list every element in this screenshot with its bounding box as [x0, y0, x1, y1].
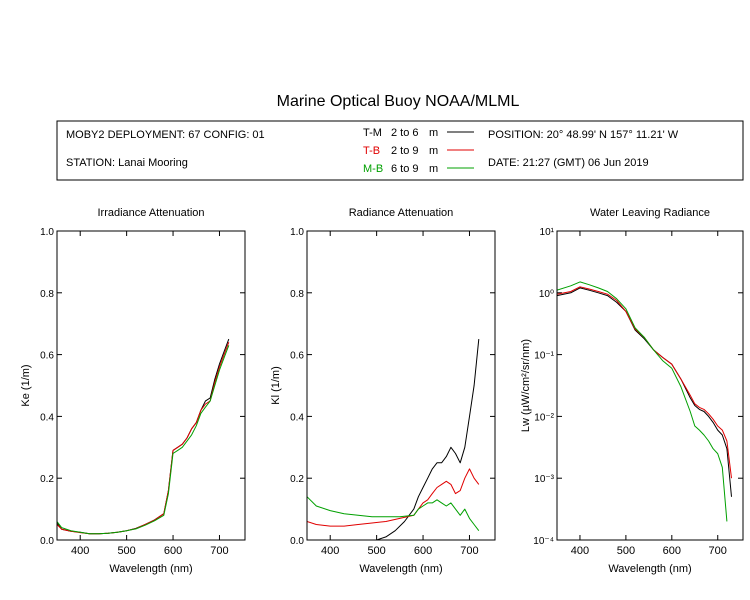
x-tick-label: 600 — [414, 545, 432, 557]
legend-unit: m — [429, 145, 438, 157]
y-tick-label: 10⁻³ — [534, 474, 554, 485]
station-text: STATION: Lanai Mooring — [66, 157, 188, 169]
legend-unit: m — [429, 163, 438, 175]
y-tick-label: 0.6 — [290, 351, 304, 362]
position-text: POSITION: 20° 48.99' N 157° 11.21' W — [488, 129, 679, 141]
chart-water-leaving-radiance: Water Leaving Radiance Wavelength (nm) Lw … — [520, 207, 744, 575]
legend-range: 2 to 6 — [391, 127, 419, 139]
chart-radiance-attenuation: Radiance Attenuation Wavelength (nm) Kl (1… — [270, 207, 496, 575]
plot-frame — [556, 230, 744, 541]
y-tick-label: 0.8 — [40, 289, 54, 300]
plot-frame — [306, 230, 496, 541]
series-line-mb — [557, 281, 728, 522]
series-line-tm — [57, 338, 230, 535]
legend-entry-tb: T-B 2 to 9 m — [363, 145, 474, 157]
legend: T-M 2 to 6 m T-B 2 to 9 m M-B 6 to 9 m — [363, 127, 474, 175]
series-line-tm — [367, 339, 480, 540]
series-line-tm — [557, 287, 732, 497]
y-axis-label: Lw (µW/cm²/sr/nm) — [520, 339, 532, 432]
series-line-tb — [57, 342, 230, 535]
info-box-frame — [56, 120, 744, 181]
y-axis-label: Kl (1/m) — [270, 366, 282, 405]
y-tick-label: 0.0 — [40, 536, 54, 547]
chart-irradiance-attenuation: Irradiance Attenuation Wavelength (nm) Ke … — [20, 207, 246, 575]
chart-panels: Irradiance Attenuation Wavelength (nm) Ke … — [20, 207, 744, 575]
x-tick-label: 400 — [571, 545, 589, 557]
y-axis-label: Ke (1/m) — [20, 364, 32, 406]
series-line-tb — [307, 468, 480, 527]
figure-title: Marine Optical Buoy NOAA/MLML — [277, 93, 520, 110]
x-tick-label: 400 — [321, 545, 339, 557]
y-tick-label: 0.8 — [290, 289, 304, 300]
series-line-tb — [557, 286, 732, 479]
series-line-mb — [307, 496, 480, 532]
chart-title: Irradiance Attenuation — [97, 207, 204, 219]
chart-title: Radiance Attenuation — [349, 207, 454, 219]
x-tick-label: 600 — [663, 545, 681, 557]
y-tick-label: 0.2 — [290, 474, 304, 485]
x-axis-label: Wavelength (nm) — [359, 563, 442, 575]
series-group — [57, 338, 230, 535]
y-tick-label: 0.4 — [40, 412, 54, 423]
y-tick-label: 10¹ — [540, 227, 555, 238]
x-axis-label: Wavelength (nm) — [608, 563, 691, 575]
x-tick-label: 500 — [117, 545, 135, 557]
date-text: DATE: 21:27 (GMT) 06 Jun 2019 — [488, 157, 649, 169]
x-tick-label: 700 — [210, 545, 228, 557]
x-tick-label: 400 — [71, 545, 89, 557]
x-tick-label: 500 — [367, 545, 385, 557]
y-tick-label: 0.0 — [290, 536, 304, 547]
y-tick-label: 0.4 — [290, 412, 304, 423]
series-line-mb — [57, 345, 230, 535]
x-tick-label: 500 — [617, 545, 635, 557]
legend-entry-mb: M-B 6 to 9 m — [363, 163, 474, 175]
x-tick-label: 600 — [164, 545, 182, 557]
legend-code: T-M — [363, 127, 382, 139]
legend-range: 2 to 9 — [391, 145, 419, 157]
y-tick-label: 10⁻² — [534, 412, 554, 423]
y-tick-label: 10⁻¹ — [534, 351, 554, 362]
x-tick-label: 700 — [460, 545, 478, 557]
legend-range: 6 to 9 — [391, 163, 419, 175]
legend-code: M-B — [363, 163, 383, 175]
series-group — [307, 339, 480, 540]
y-tick-label: 0.6 — [40, 351, 54, 362]
legend-entry-tm: T-M 2 to 6 m — [363, 127, 474, 139]
y-tick-label: 0.2 — [40, 474, 54, 485]
y-tick-label: 1.0 — [40, 227, 54, 238]
y-tick-label: 10⁰ — [539, 289, 554, 300]
info-box: MOBY2 DEPLOYMENT: 67 CONFIG: 01 STATION:… — [56, 120, 744, 181]
legend-code: T-B — [363, 145, 380, 157]
x-tick-label: 700 — [709, 545, 727, 557]
series-group — [557, 281, 732, 522]
x-axis-label: Wavelength (nm) — [109, 563, 192, 575]
y-tick-label: 10⁻⁴ — [533, 536, 554, 547]
legend-unit: m — [429, 127, 438, 139]
plot-frame — [56, 230, 246, 541]
y-tick-label: 1.0 — [290, 227, 304, 238]
chart-title: Water Leaving Radiance — [590, 207, 710, 219]
deployment-text: MOBY2 DEPLOYMENT: 67 CONFIG: 01 — [66, 129, 265, 141]
